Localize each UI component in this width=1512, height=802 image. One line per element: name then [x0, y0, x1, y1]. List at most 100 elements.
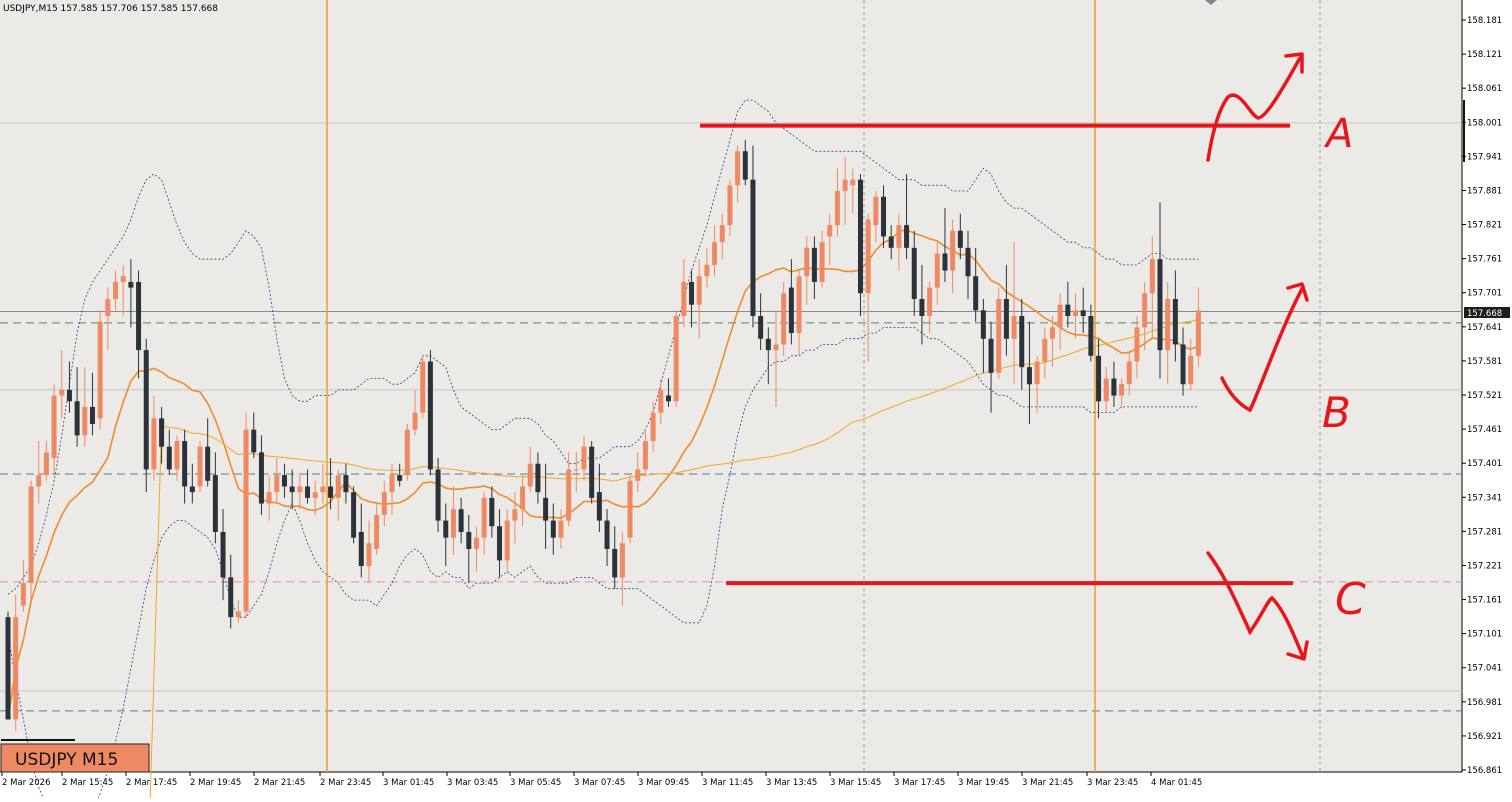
y-tick-label: 158.121: [1467, 50, 1502, 60]
candle-bull: [274, 475, 280, 493]
candle-bull: [834, 191, 840, 226]
candle-bull: [297, 486, 303, 493]
scroll-indicator: [1463, 100, 1465, 162]
candle-bear: [1088, 316, 1094, 356]
candle-bull: [13, 617, 19, 720]
candle-bull: [704, 264, 710, 277]
x-tick-label: 2 Mar 23:45: [320, 778, 371, 788]
candle-bear: [788, 287, 794, 334]
candle-bear: [942, 253, 948, 271]
candle-bull: [374, 514, 380, 549]
candle-bull: [796, 276, 802, 334]
candle-bull: [43, 452, 49, 476]
candle-bear: [212, 475, 218, 532]
candle-bear: [550, 520, 556, 538]
candle-bull: [1073, 310, 1079, 317]
candle-bull: [1188, 355, 1194, 385]
candle-bear: [980, 310, 986, 339]
candle-bear: [251, 429, 257, 453]
candle-bear: [281, 475, 287, 487]
y-tick-label: 157.341: [1467, 493, 1502, 503]
candle-bull: [642, 441, 648, 470]
candle-bull: [865, 219, 871, 294]
y-tick-label: 158.001: [1467, 118, 1502, 128]
y-tick-label: 157.521: [1467, 391, 1502, 401]
candle-bear: [881, 196, 887, 237]
x-tick-label: 2 Mar 15:45: [62, 778, 113, 788]
x-tick-label: 3 Mar 19:45: [958, 778, 1009, 788]
bollinger-band-line: [7, 326, 1199, 802]
y-tick-label: 156.921: [1467, 732, 1502, 742]
x-tick-label: 2 Mar 2026: [2, 778, 50, 788]
y-tick-label: 156.861: [1467, 766, 1502, 776]
candle-bear: [358, 531, 364, 567]
candle-bull: [996, 298, 1002, 373]
candle-bear: [1157, 259, 1163, 351]
candle-bull: [335, 475, 341, 498]
y-tick-label: 157.161: [1467, 596, 1502, 606]
candle-bear: [182, 441, 188, 487]
candle-bull: [312, 492, 318, 498]
candle-bull: [727, 185, 733, 226]
candle-bear: [435, 469, 441, 521]
candle-bull: [712, 242, 718, 265]
candle-bull: [481, 497, 487, 538]
candle-bull: [420, 361, 426, 413]
candle-bear: [443, 520, 449, 538]
candle-bull: [1195, 310, 1201, 356]
candle-bear: [205, 446, 211, 481]
candle-bear: [535, 463, 541, 493]
candle-bear: [612, 548, 618, 578]
candle-bull: [1165, 298, 1171, 351]
candle-bull: [1149, 259, 1155, 294]
candle-bull: [819, 242, 825, 282]
y-tick-label: 157.281: [1467, 527, 1502, 537]
candle-bear: [258, 452, 264, 504]
candle-bear: [543, 497, 549, 521]
candle-bull: [28, 486, 34, 584]
candle-bear: [973, 276, 979, 311]
candle-bull: [650, 412, 656, 442]
arrowhead-icon: [1284, 52, 1304, 74]
candle-bear: [136, 281, 142, 351]
candle-bull: [512, 509, 518, 521]
arrowhead-icon: [1286, 640, 1309, 661]
candle-bull: [174, 441, 180, 470]
x-tick-label: 3 Mar 03:45: [447, 778, 498, 788]
y-tick-label: 156.981: [1467, 698, 1502, 708]
candle-bull: [113, 281, 119, 299]
candle-bull: [36, 475, 42, 487]
candle-bull: [950, 230, 956, 271]
candle-bull: [619, 543, 625, 578]
symbol-badge: USDJPY M15: [0, 743, 150, 773]
candle-bull: [934, 253, 940, 288]
candle-bear: [228, 577, 234, 618]
period-separator: [1, 739, 75, 741]
candle-bear: [1172, 298, 1178, 345]
x-tick-label: 2 Mar 19:45: [190, 778, 241, 788]
x-tick-label: 2 Mar 17:45: [126, 778, 177, 788]
candle-bear: [1080, 310, 1086, 317]
y-tick-label: 157.101: [1467, 630, 1502, 640]
candle-bull: [504, 520, 510, 561]
candle-bull: [1034, 361, 1040, 385]
candle-bull: [573, 469, 579, 471]
moving-average-slow-line: [149, 319, 1199, 802]
candle-bear: [765, 338, 771, 351]
y-tick-label: 157.761: [1467, 255, 1502, 265]
y-tick-label: 157.941: [1467, 152, 1502, 162]
y-tick-label: 157.701: [1467, 289, 1502, 299]
candle-bear: [289, 486, 295, 493]
candle-bear: [458, 509, 464, 532]
candle-bull: [527, 463, 533, 487]
candle-bull: [120, 276, 126, 282]
candle-bull: [450, 509, 456, 538]
candle-bull: [1049, 327, 1055, 339]
candle-bear: [957, 230, 963, 248]
shift-marker-icon: [1205, 0, 1217, 5]
candle-bull: [51, 395, 57, 459]
plot-area[interactable]: [0, 0, 1462, 772]
candle-bull: [1057, 304, 1063, 328]
candle-bull: [566, 469, 572, 521]
